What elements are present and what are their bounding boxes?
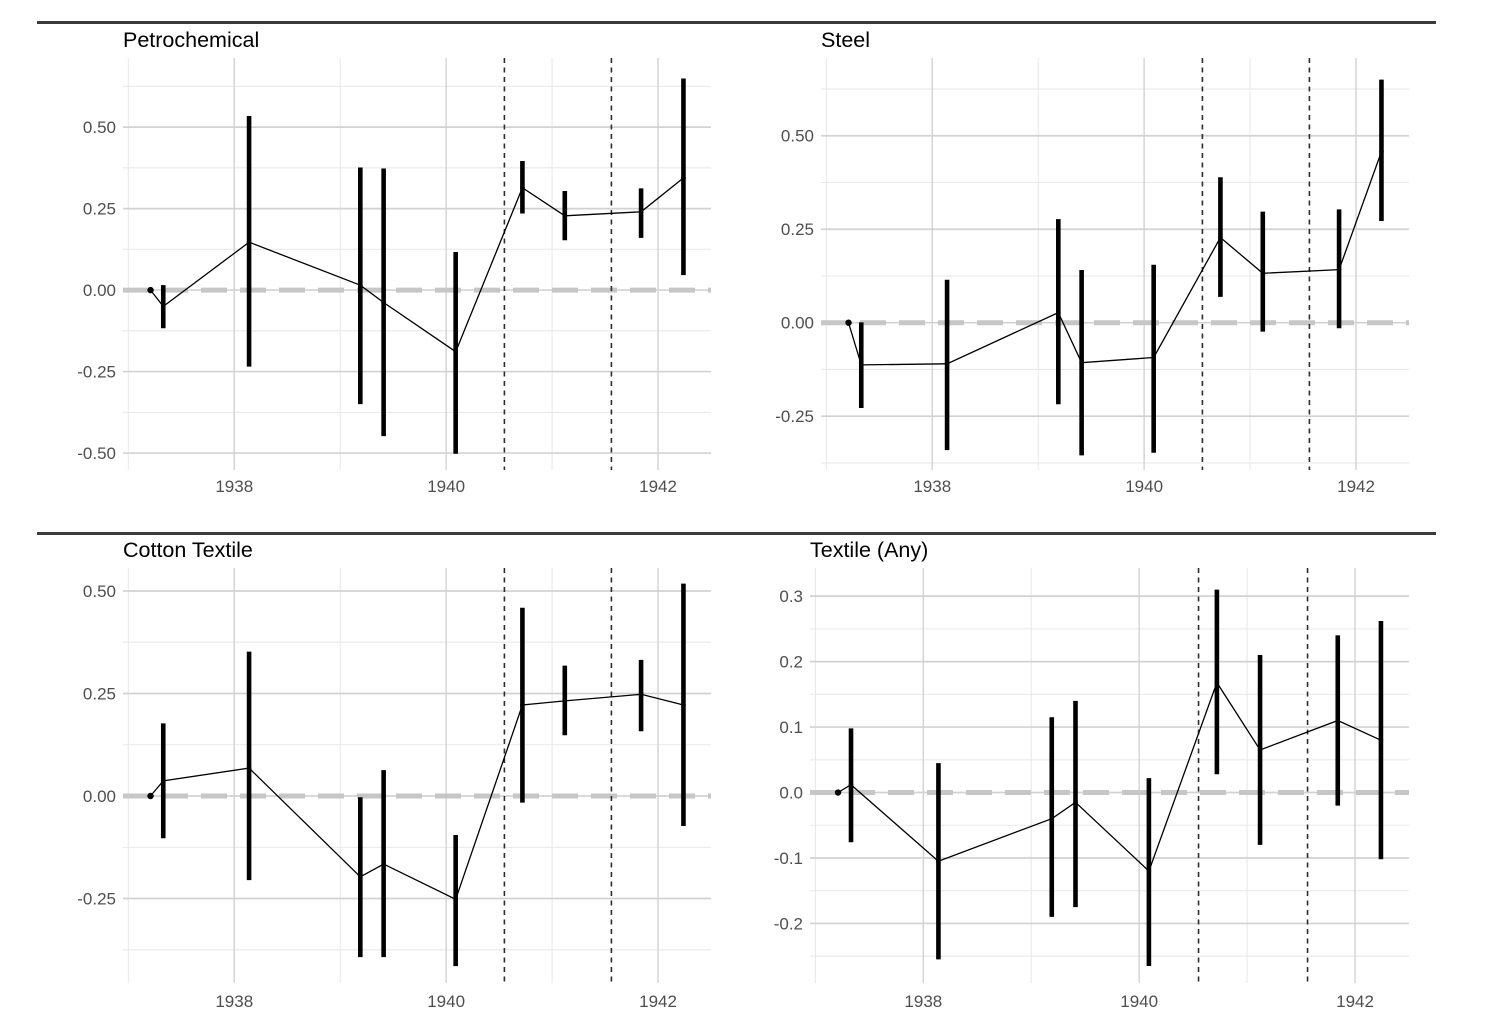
data-point <box>453 897 458 902</box>
reference-point <box>845 319 852 326</box>
data-point <box>1218 235 1223 240</box>
panel-textile-any: 0.3 0.2 0.1 0.0 -0.1 -0.2 1938 1940 1942 <box>774 568 1409 1011</box>
data-point <box>520 702 525 708</box>
data-point <box>1378 737 1384 743</box>
data-point <box>1151 355 1156 360</box>
middle-rule <box>37 532 1436 535</box>
data-point <box>358 282 363 288</box>
y-tick-label: -0.25 <box>77 889 116 908</box>
data-point <box>1049 816 1055 822</box>
y-tick-label: 0.2 <box>779 653 803 672</box>
panel-petrochemical: 0.50 0.25 0.00 -0.25 -0.50 1938 1940 1942 <box>77 58 711 496</box>
data-point <box>381 861 386 867</box>
data-point <box>1079 360 1084 366</box>
reference-point <box>147 286 154 294</box>
panel-title-petrochemical: Petrochemical <box>123 28 260 52</box>
y-tick-label: 0.1 <box>779 718 803 737</box>
data-point <box>381 300 386 305</box>
x-tick-label: 1940 <box>427 477 465 496</box>
x-tick-label: 1942 <box>639 992 677 1011</box>
data-point <box>453 349 458 354</box>
y-tick-label: 0.50 <box>83 582 116 601</box>
data-point <box>1056 310 1061 315</box>
series-line <box>837 681 1382 873</box>
y-tick-label: 0.0 <box>779 783 803 802</box>
data-point <box>1379 149 1384 154</box>
data-point <box>638 209 644 215</box>
data-point <box>944 361 950 367</box>
data-point <box>562 698 568 704</box>
data-point <box>246 765 252 771</box>
y-tick-label: 0.25 <box>83 200 116 219</box>
reference-point <box>834 789 842 796</box>
y-tick-label: 0.00 <box>83 787 116 806</box>
x-tick-label: 1940 <box>1120 992 1158 1011</box>
x-tick-label: 1938 <box>215 992 253 1011</box>
y-tick-label: 0.50 <box>83 118 116 137</box>
reference-point <box>147 792 154 800</box>
x-tick-label: 1942 <box>1337 477 1375 496</box>
data-point <box>1335 718 1341 723</box>
data-point <box>681 702 686 708</box>
y-tick-label: 0.00 <box>781 314 814 333</box>
data-point <box>1260 271 1266 276</box>
y-tick-label: -0.1 <box>774 849 803 868</box>
data-point <box>520 185 525 191</box>
y-tick-label: -0.50 <box>77 444 116 463</box>
series-line <box>150 693 684 901</box>
data-point <box>858 362 864 368</box>
data-point <box>160 778 166 784</box>
y-tick-label: 0.50 <box>781 127 814 146</box>
x-tick-label: 1938 <box>904 992 942 1011</box>
data-point <box>1214 680 1220 685</box>
y-tick-label: -0.2 <box>774 914 803 933</box>
data-point <box>848 782 854 787</box>
top-rule <box>37 21 1436 24</box>
data-point <box>1257 747 1263 753</box>
data-point <box>638 692 644 697</box>
data-point <box>1336 267 1342 272</box>
data-point <box>160 304 166 309</box>
data-point <box>936 858 941 864</box>
data-point <box>681 175 686 181</box>
series-line <box>149 177 684 353</box>
y-tick-label: 0.3 <box>779 587 803 606</box>
y-tick-label: -0.25 <box>77 363 116 382</box>
series-line <box>847 151 1383 366</box>
panel-steel: 0.50 0.25 0.00 -0.25 1938 1940 1942 <box>775 58 1409 496</box>
panel-title-textile-any: Textile (Any) <box>810 538 929 562</box>
y-tick-label: -0.25 <box>775 407 814 426</box>
y-tick-label: 0.00 <box>83 281 116 300</box>
x-tick-label: 1938 <box>913 477 951 496</box>
y-tick-label: 0.25 <box>781 220 814 239</box>
data-point <box>1146 868 1152 874</box>
panel-title-steel: Steel <box>821 28 871 52</box>
data-point <box>562 213 568 219</box>
data-point <box>1073 800 1078 805</box>
data-point <box>358 874 363 880</box>
panel-title-cotton-textile: Cotton Textile <box>123 538 253 562</box>
x-tick-label: 1938 <box>215 477 253 496</box>
y-tick-label: 0.25 <box>83 684 116 703</box>
x-tick-label: 1942 <box>1336 992 1374 1011</box>
x-tick-label: 1940 <box>427 992 465 1011</box>
x-tick-label: 1942 <box>639 477 677 496</box>
panel-cotton-textile: 0.50 0.25 0.00 -0.25 1938 1940 1942 <box>77 568 711 1011</box>
data-point <box>246 239 252 245</box>
x-tick-label: 1940 <box>1125 477 1163 496</box>
